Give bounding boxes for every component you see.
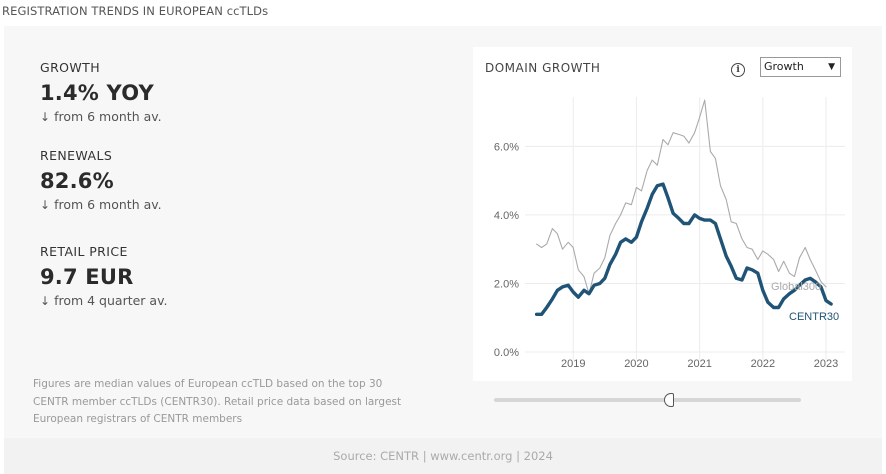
metric-note-text: from 6 month av.: [54, 197, 162, 212]
metric-note: ↓ from 6 month av.: [40, 109, 162, 124]
chart-title: DOMAIN GROWTH: [485, 61, 601, 75]
metric-value: 1.4% YOY: [40, 81, 154, 105]
metric-note-text: from 6 month av.: [54, 109, 162, 124]
metric-select[interactable]: Growth ▼: [760, 57, 841, 77]
metric-note: ↓ from 4 quarter av.: [40, 293, 167, 308]
chart-canvas: 0.0% 2.0% 4.0% 6.0% 2019 2020 2021 2022 2023 Glob…: [494, 97, 845, 370]
arrow-down-icon: ↓: [40, 294, 51, 308]
y-tick-label: 0.0%: [494, 347, 519, 359]
metric-note: ↓ from 6 month av.: [40, 197, 162, 212]
series-label-centr30: CENTR30: [789, 311, 839, 323]
series-line-global300: [536, 99, 827, 295]
metric-retail-price: RETAIL PRICE 9.7 EUR ↓ from 4 quarter av.: [40, 244, 167, 308]
metric-renewals: RENEWALS 82.6% ↓ from 6 month av.: [40, 148, 162, 212]
x-tick-label: 2023: [814, 358, 838, 370]
arrow-down-icon: ↓: [40, 110, 51, 124]
footnote: Figures are median values of European cc…: [33, 378, 402, 425]
metric-growth: GROWTH 1.4% YOY ↓ from 6 month av.: [40, 60, 162, 124]
page-title: REGISTRATION TRENDS IN EUROPEAN ccTLDs: [2, 4, 269, 18]
caret-down-icon: ▼: [828, 62, 835, 72]
x-tick-label: 2020: [624, 358, 648, 370]
y-tick-label: 6.0%: [494, 141, 519, 153]
y-tick-label: 4.0%: [494, 210, 519, 222]
metric-label: GROWTH: [40, 60, 101, 75]
info-circle-icon[interactable]: i: [731, 63, 745, 77]
metric-select-value: Growth: [764, 60, 804, 73]
slider-track[interactable]: [494, 398, 801, 402]
x-tick-label: 2021: [687, 358, 711, 370]
domain-growth-chart: 0.0% 2.0% 4.0% 6.0% 2019 2020 2021 2022 2023 Glob…: [473, 47, 852, 381]
metric-note-text: from 4 quarter av.: [54, 293, 168, 308]
x-tick-label: 2019: [561, 358, 585, 370]
slider-handle[interactable]: [663, 393, 674, 407]
arrow-down-icon: ↓: [40, 198, 51, 212]
metric-value: 9.7 EUR: [40, 265, 134, 289]
series-label-global300: Global300: [771, 281, 821, 293]
series-line-centr30: [534, 182, 833, 316]
x-tick-label: 2022: [751, 358, 775, 370]
metric-value: 82.6%: [40, 169, 114, 193]
source-footer: Source: CENTR | www.centr.org | 2024: [4, 438, 882, 474]
metric-label: RETAIL PRICE: [40, 244, 128, 259]
metric-label: RENEWALS: [40, 148, 113, 163]
date-range-slider[interactable]: [494, 393, 801, 407]
y-tick-label: 2.0%: [494, 278, 519, 290]
